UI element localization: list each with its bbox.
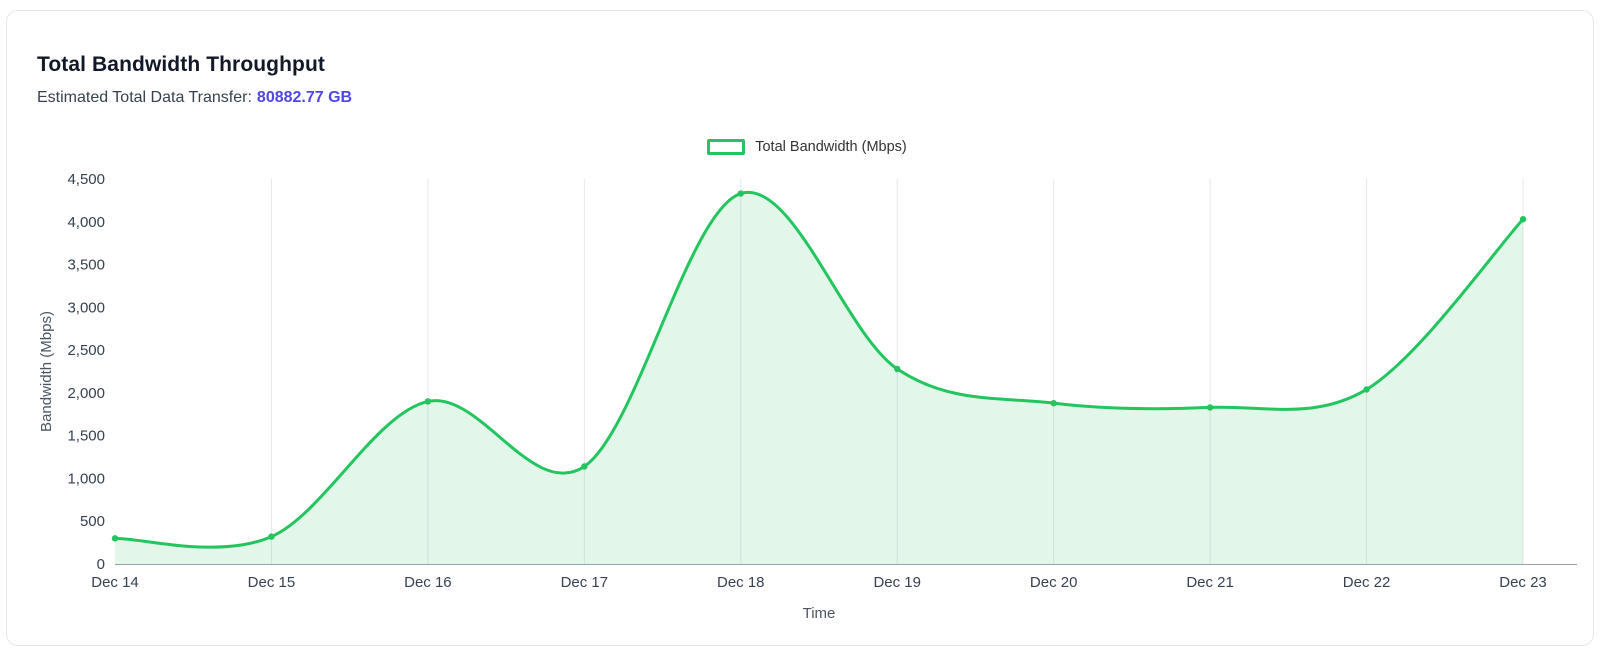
y-tick-label: 4,500 [67,171,105,188]
subtitle: Estimated Total Data Transfer: 80882.77 G… [37,89,1563,107]
data-point-dec-19[interactable] [894,365,901,373]
data-point-dec-16[interactable] [424,398,432,405]
bandwidth-chart: Total Bandwidth (Mbps) Dec 14 Dec 15 Dec 1… [37,139,1577,629]
page-title: Total Bandwidth Throughput [37,53,325,76]
x-axis-title: Time [803,605,836,622]
data-point-dec-23[interactable] [1519,216,1527,223]
y-tick-label: 1,000 [67,470,105,487]
data-point-dec-22[interactable] [1363,386,1370,393]
y-tick-label: 500 [80,513,105,530]
x-tick-label: Dec 16 [404,574,452,591]
total-data-transfer-value: 80882.77 GB [256,89,353,106]
y-tick-label: 3,500 [67,257,105,274]
legend: Total Bandwidth (Mbps) [37,139,1577,155]
area-fill [115,192,1523,564]
bandwidth-line [113,190,1525,549]
x-tick-label: Dec 21 [1186,574,1234,591]
y-tick-label: 0 [97,556,105,573]
x-tick-label: Dec 19 [873,574,921,591]
x-tick-label: Dec 17 [561,574,609,591]
x-tick-label: Dec 22 [1343,574,1391,591]
x-tick-label: Dec 23 [1499,574,1547,591]
data-point-dec-18[interactable] [737,190,744,197]
data-point-dec-21[interactable] [1206,404,1214,411]
x-tick-label: Dec 15 [248,574,296,591]
x-tick-label: Dec 20 [1030,574,1078,591]
data-point-dec-17[interactable] [581,463,588,470]
y-tick-label: 2,000 [67,385,105,402]
data-point-dec-14[interactable] [111,535,119,542]
y-tick-label: 1,500 [67,428,105,445]
chart-svg[interactable]: Dec 14 Dec 15 Dec 16 Dec 17 Dec 18 Dec 19 Dec … [37,159,1577,629]
y-tick-label: 3,000 [67,299,105,316]
x-tick-label: Dec 14 [91,574,139,591]
subtitle-label: Estimated Total Data Transfer: [37,89,252,106]
data-point-dec-15[interactable] [268,533,275,540]
x-tick-label: Dec 18 [717,574,765,591]
y-tick-label: 4,000 [67,214,105,231]
y-axis-title: Bandwidth (Mbps) [38,311,55,432]
legend-label: Total Bandwidth (Mbps) [755,139,907,155]
legend-item-total-bandwidth[interactable]: Total Bandwidth (Mbps) [707,139,907,155]
data-point-dec-20[interactable] [1050,399,1057,407]
y-tick-label: 2,500 [67,342,105,359]
bandwidth-card: Total Bandwidth Throughput Estimated Tot… [6,10,1594,646]
legend-swatch-icon [707,139,746,155]
